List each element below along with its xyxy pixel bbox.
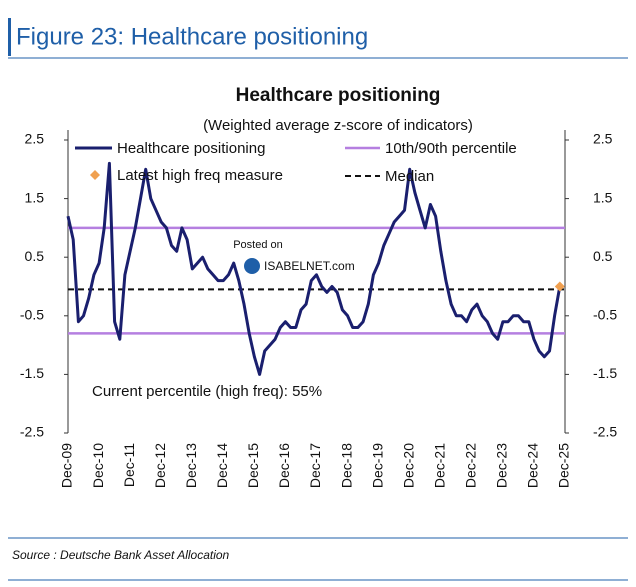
y2-tick-label: -2.5 — [593, 424, 617, 440]
latest-marker — [554, 281, 565, 292]
y-tick-label: 2.5 — [25, 131, 45, 147]
y-tick-label: -0.5 — [20, 307, 44, 323]
x-tick-label: Dec-15 — [245, 443, 261, 488]
y-tick-label: -2.5 — [20, 424, 44, 440]
y-tick-label: -1.5 — [20, 365, 44, 381]
chart-subtitle: (Weighted average z-score of indicators) — [203, 117, 473, 134]
x-tick-label: Dec-22 — [463, 443, 479, 488]
y-tick-label: 1.5 — [25, 189, 45, 205]
x-tick-label: Dec-16 — [276, 443, 292, 488]
x-tick-label: Dec-10 — [90, 443, 106, 488]
y2-tick-label: -0.5 — [593, 307, 617, 323]
line — [66, 161, 562, 376]
header-title: Figure 23: Healthcare positioning — [16, 23, 368, 50]
x-tick-label: Dec-24 — [525, 443, 541, 488]
watermark: ISABELNET.com — [264, 259, 355, 273]
x-tick-label: Dec-09 — [59, 443, 75, 488]
x-tick-label: Dec-14 — [214, 443, 230, 488]
y2-tick-label: -1.5 — [593, 365, 617, 381]
y2-tick-label: 1.5 — [593, 189, 613, 205]
legend-label: Median — [385, 168, 434, 185]
x-tick-label: Dec-11 — [121, 443, 137, 487]
watermark-logo — [244, 258, 260, 274]
x-tick-label: Dec-21 — [431, 443, 447, 488]
x-tick-label: Dec-13 — [183, 443, 199, 488]
x-tick-label: Dec-18 — [338, 443, 354, 488]
y2-tick-label: 2.5 — [593, 131, 613, 147]
legend-label: Healthcare positioning — [117, 140, 265, 157]
legend-swatch — [90, 170, 100, 180]
y-tick-label: 0.5 — [25, 248, 45, 264]
legend-label: 10th/90th percentile — [385, 140, 517, 157]
x-tick-label: Dec-17 — [307, 443, 323, 488]
x-tick-label: Dec-19 — [369, 443, 385, 488]
x-tick-label: Dec-12 — [152, 443, 168, 488]
chart-title: Healthcare positioning — [236, 85, 441, 106]
header-accent — [8, 18, 11, 56]
annotation: Current percentile (high freq): 55% — [92, 383, 322, 400]
y2-tick-label: 0.5 — [593, 248, 613, 264]
watermark: Posted on — [233, 239, 283, 251]
x-tick-label: Dec-23 — [494, 443, 510, 488]
source-note: Source : Deutsche Bank Asset Allocation — [12, 548, 230, 562]
legend-label: Latest high freq measure — [117, 167, 283, 184]
x-tick-label: Dec-25 — [556, 443, 572, 488]
x-tick-label: Dec-20 — [400, 443, 416, 488]
